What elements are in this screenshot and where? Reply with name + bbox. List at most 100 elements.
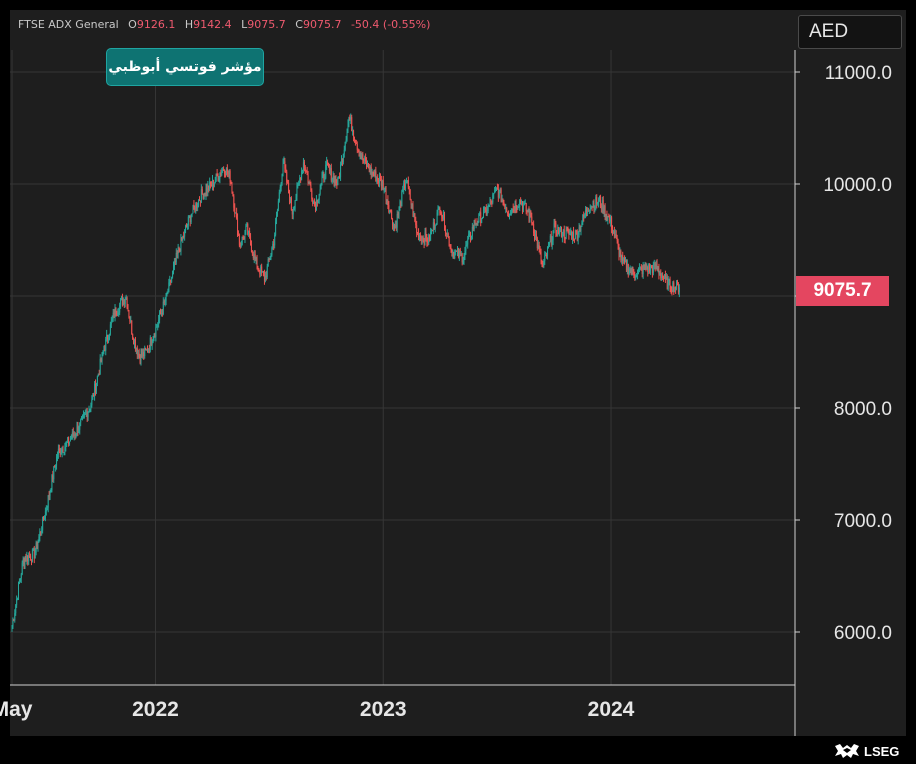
candle xyxy=(552,230,554,246)
candle xyxy=(261,263,263,277)
candle xyxy=(202,193,204,200)
candle xyxy=(605,213,607,222)
candle xyxy=(568,228,570,240)
candle-body xyxy=(261,266,263,272)
candle-body xyxy=(418,236,420,240)
candle-body xyxy=(632,267,634,272)
candle-body xyxy=(224,169,226,175)
candle-body xyxy=(388,204,390,213)
candle-body xyxy=(450,248,452,250)
candle xyxy=(340,155,342,166)
candle-body xyxy=(121,298,123,306)
candle xyxy=(25,553,27,562)
candle-body xyxy=(272,243,274,249)
candle xyxy=(147,348,149,354)
candle-body xyxy=(373,174,375,176)
candle-body xyxy=(96,376,98,384)
candle xyxy=(118,307,120,317)
candle-body xyxy=(354,139,356,143)
candle-body xyxy=(301,170,303,180)
candle-body xyxy=(128,310,130,317)
candle xyxy=(645,262,647,272)
candle-body xyxy=(366,161,368,167)
candle xyxy=(353,136,355,143)
candle xyxy=(539,246,541,255)
time-axis[interactable]: May 2022 2023 2024 xyxy=(0,698,635,721)
candle-body xyxy=(21,562,23,575)
candle xyxy=(497,184,499,202)
candle xyxy=(427,237,429,247)
candle-body xyxy=(365,157,367,162)
candle-body xyxy=(565,230,567,239)
candle xyxy=(528,206,530,223)
candle xyxy=(407,176,409,190)
candle-body xyxy=(274,234,276,246)
candle xyxy=(383,187,385,194)
candle-body xyxy=(350,117,352,120)
candle xyxy=(479,211,481,217)
candle-body xyxy=(242,236,244,238)
candle-body xyxy=(368,168,370,173)
candle xyxy=(317,198,319,204)
candle xyxy=(63,452,65,456)
candle xyxy=(379,173,381,182)
candle-body xyxy=(433,222,435,229)
candle-body xyxy=(358,150,360,157)
candle xyxy=(421,235,423,245)
candle-body xyxy=(78,429,80,433)
candle xyxy=(612,229,614,234)
open-label: O xyxy=(128,18,137,31)
candle xyxy=(411,203,413,210)
currency-selector[interactable]: AED xyxy=(798,15,902,49)
candle-body xyxy=(561,236,563,238)
candle-body xyxy=(452,251,454,257)
candle-body xyxy=(583,214,585,217)
candle-body xyxy=(628,271,630,275)
candle-body xyxy=(144,348,146,357)
candle xyxy=(654,261,656,272)
candle-body xyxy=(67,437,69,442)
candle-body xyxy=(160,313,162,315)
candle-body xyxy=(17,583,19,599)
candle-body xyxy=(315,199,317,211)
candle-body xyxy=(314,201,316,206)
candle xyxy=(656,259,658,271)
candle-body xyxy=(635,277,637,279)
price-axis[interactable]: 6000.0 7000.0 8000.0 10000.0 11000.0 xyxy=(795,63,892,644)
candle xyxy=(29,551,31,559)
candle xyxy=(466,240,468,247)
candle-body xyxy=(278,192,280,202)
candle-body xyxy=(29,555,31,557)
candle-body xyxy=(315,205,317,211)
candle-body xyxy=(64,446,66,453)
y-tick-label: 8000.0 xyxy=(834,399,892,420)
candle-body xyxy=(151,343,153,346)
candle xyxy=(45,505,47,516)
candle xyxy=(211,174,213,191)
candle-body xyxy=(218,178,220,181)
candle xyxy=(483,206,485,214)
candle-body xyxy=(585,209,587,215)
candle xyxy=(664,270,666,283)
candle xyxy=(408,186,410,195)
candle xyxy=(57,444,59,459)
candle-body xyxy=(672,282,674,292)
candle-body xyxy=(379,176,381,179)
candle xyxy=(492,192,494,205)
candle xyxy=(661,272,663,282)
candle xyxy=(587,207,589,212)
candle xyxy=(283,156,285,165)
candle xyxy=(238,233,240,248)
candle-body xyxy=(98,373,100,375)
candle xyxy=(31,548,33,563)
candle xyxy=(493,192,495,199)
candle-body xyxy=(367,163,369,169)
candle xyxy=(357,148,359,153)
candle xyxy=(382,175,384,191)
candle xyxy=(28,552,30,565)
close-label: C xyxy=(295,18,303,31)
brand-name: LSEG xyxy=(864,743,900,759)
candle-body xyxy=(505,208,507,210)
candle-body xyxy=(260,266,262,275)
